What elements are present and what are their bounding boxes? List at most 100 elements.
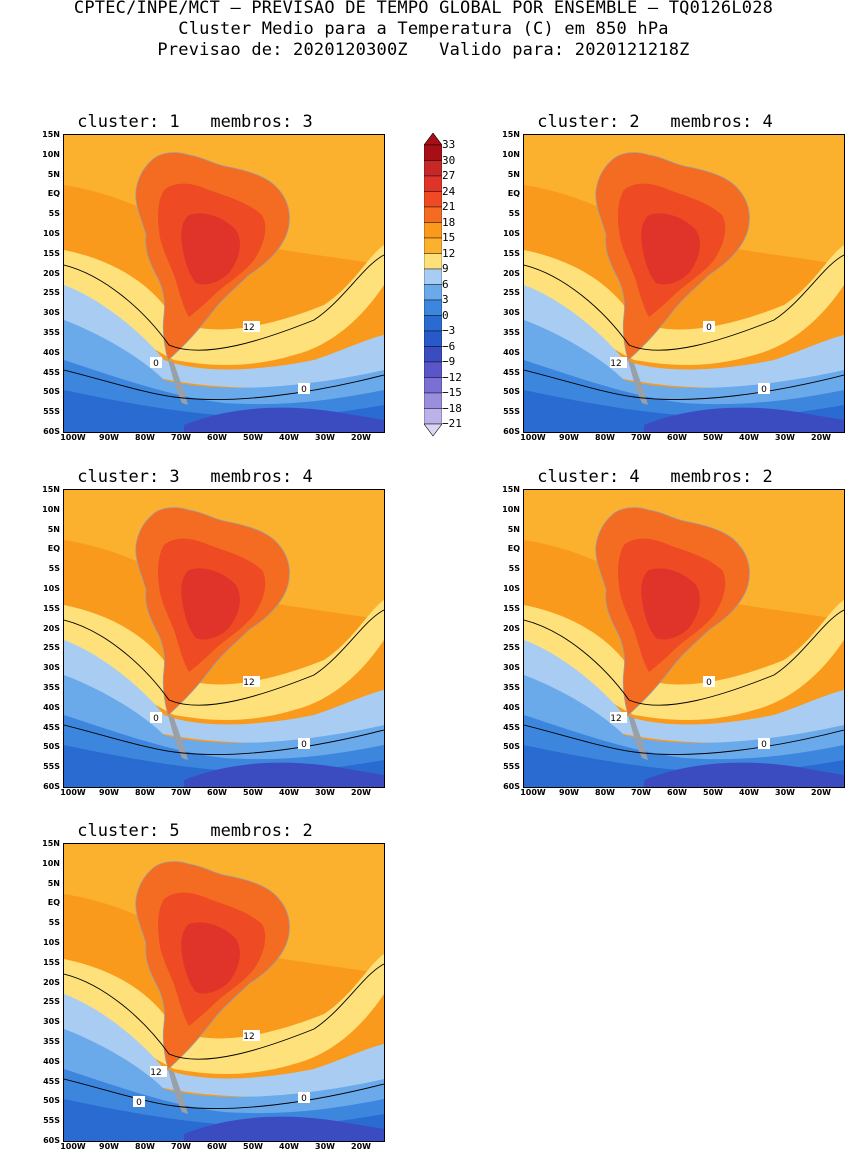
longitude-tick-label: 60W	[667, 433, 687, 442]
patagonia-land	[628, 360, 648, 405]
longitude-tick-label: 90W	[99, 1142, 119, 1151]
longitude-tick-label: 100W	[520, 433, 546, 442]
longitude-tick-label: 80W	[595, 788, 615, 797]
contour-12	[64, 609, 384, 706]
contour-label-box	[703, 676, 715, 687]
continent-hot-region	[181, 922, 240, 994]
longitude-tick-label: 50W	[703, 433, 723, 442]
cluster-map-panel: cluster: 4 membros: 2 0 12 0 15N 10N 5N EQ 5S 10S…	[490, 467, 845, 807]
colorbar-tick-label: −15	[442, 386, 462, 399]
latitude-tick-label: 40S	[503, 347, 520, 357]
contour-12	[524, 254, 844, 351]
latitude-tick-label: 45S	[43, 367, 60, 377]
longitude-tick-label: 50W	[243, 433, 263, 442]
latitude-tick-label: 30S	[43, 663, 60, 673]
latitude-tick-label: 30S	[43, 1017, 60, 1027]
colorbar-segment	[424, 237, 442, 254]
longitude-tick-label: 50W	[243, 788, 263, 797]
longitude-tick-label: 60W	[207, 433, 227, 442]
contour-label-box	[133, 1096, 145, 1107]
continent-hot-region	[641, 213, 700, 285]
longitude-tick-label: 30W	[775, 433, 795, 442]
latitude-tick-label: EQ	[507, 544, 520, 554]
latitude-tick-label: 40S	[43, 1056, 60, 1066]
contour-label-box	[298, 383, 310, 394]
longitude-tick-label: 40W	[739, 433, 759, 442]
contour-label: 0	[301, 740, 307, 750]
longitude-tick-label: 50W	[703, 788, 723, 797]
longitude-tick-label: 20W	[351, 433, 371, 442]
cluster-map-panel: cluster: 5 membros: 2 12 12 0 0 15N 10N 5N EQ 5S 1…	[30, 821, 385, 1161]
latitude-tick-label: 45S	[43, 1076, 60, 1086]
temperature-map: 0 12 0	[523, 489, 845, 788]
cluster-map-panel: cluster: 2 membros: 4 0 12 0 15N 10N 5N EQ 5S 10S…	[490, 112, 845, 452]
colorbar-segment	[424, 144, 442, 161]
colorbar-tick-label: −6	[442, 339, 456, 353]
patagonia-land	[628, 715, 648, 760]
contour-label-box	[243, 676, 260, 687]
colorbar-tick-label: 18	[442, 215, 456, 229]
latitude-tick-label: 15S	[43, 957, 60, 967]
coastline	[595, 152, 750, 361]
latitude-tick-label: 15N	[502, 485, 520, 494]
temperature-band	[64, 600, 384, 720]
contour-label: 12	[243, 678, 254, 688]
colorbar-tick-label: 30	[442, 153, 456, 167]
latitude-tick-label: 5N	[47, 878, 60, 888]
cluster-title: cluster: 2 membros: 4	[537, 112, 773, 132]
contour-label: 12	[243, 1032, 254, 1042]
longitude-tick-label: 70W	[171, 1142, 191, 1151]
contour-label-box	[758, 383, 770, 394]
longitude-tick-label: 90W	[559, 433, 579, 442]
latitude-tick-label: 10N	[42, 149, 60, 159]
colorbar-bottom-arrow	[424, 423, 442, 437]
contour-label: 0	[706, 678, 712, 688]
latitude-tick-label: 20S	[43, 623, 60, 633]
latitude-tick-label: 20S	[503, 623, 520, 633]
longitude-tick-label: 70W	[171, 433, 191, 442]
colorbar-tick-label: −12	[442, 370, 462, 384]
latitude-tick-label: 5N	[47, 524, 60, 534]
temperature-band	[524, 245, 844, 365]
longitude-tick-label: 80W	[135, 433, 155, 442]
figure-title-line-3: Previsao de: 2020120300Z Valido para: 20…	[157, 40, 690, 60]
longitude-tick-label: 60W	[207, 788, 227, 797]
colorbar-segment	[424, 361, 442, 378]
temperature-map: 0 12 0	[523, 134, 845, 433]
latitude-tick-label: 50S	[43, 1096, 60, 1106]
latitude-tick-label: EQ	[47, 544, 60, 554]
continent-hot-region	[181, 568, 240, 640]
temperature-colorbar: 33 30 27 24 21 18 15 12 9 6 3 0 −3 −6 −9 −12 −15 −18 −21	[424, 133, 504, 443]
latitude-tick-label: 60S	[43, 427, 60, 436]
coastline	[135, 861, 290, 1070]
latitude-tick-label: 55S	[43, 762, 60, 772]
latitude-tick-label: 30S	[503, 663, 520, 673]
contour-label: 0	[761, 740, 767, 750]
latitude-tick-label: 45S	[503, 722, 520, 732]
latitude-tick-label: 35S	[43, 1037, 60, 1046]
colorbar-segment	[424, 330, 442, 347]
contour-0	[524, 369, 844, 400]
contour-label: 12	[610, 359, 621, 369]
latitude-tick-label: 35S	[43, 683, 60, 692]
longitude-tick-label: 30W	[775, 788, 795, 797]
colorbar-segment	[424, 299, 442, 316]
coastline	[135, 152, 290, 361]
temperature-band	[64, 954, 384, 1074]
temperature-band	[184, 407, 384, 432]
temperature-band	[524, 285, 844, 388]
latitude-tick-label: 30S	[43, 308, 60, 318]
coastline	[135, 507, 290, 716]
contour-0	[64, 1078, 384, 1109]
colorbar-tick-label: −18	[442, 401, 462, 415]
figure-title-line-2: Cluster Medio para a Temperatura (C) em …	[178, 19, 669, 39]
latitude-tick-label: 55S	[43, 1116, 60, 1126]
longitude-tick-label: 100W	[60, 788, 86, 797]
latitude-tick-label: 15N	[42, 485, 60, 494]
contour-label-box	[243, 1030, 260, 1041]
latitude-tick-label: EQ	[507, 189, 520, 199]
contour-label: 0	[301, 1094, 307, 1104]
longitude-tick-label: 100W	[60, 1142, 86, 1151]
latitude-tick-label: 60S	[503, 427, 520, 436]
longitude-tick-label: 80W	[135, 1142, 155, 1151]
